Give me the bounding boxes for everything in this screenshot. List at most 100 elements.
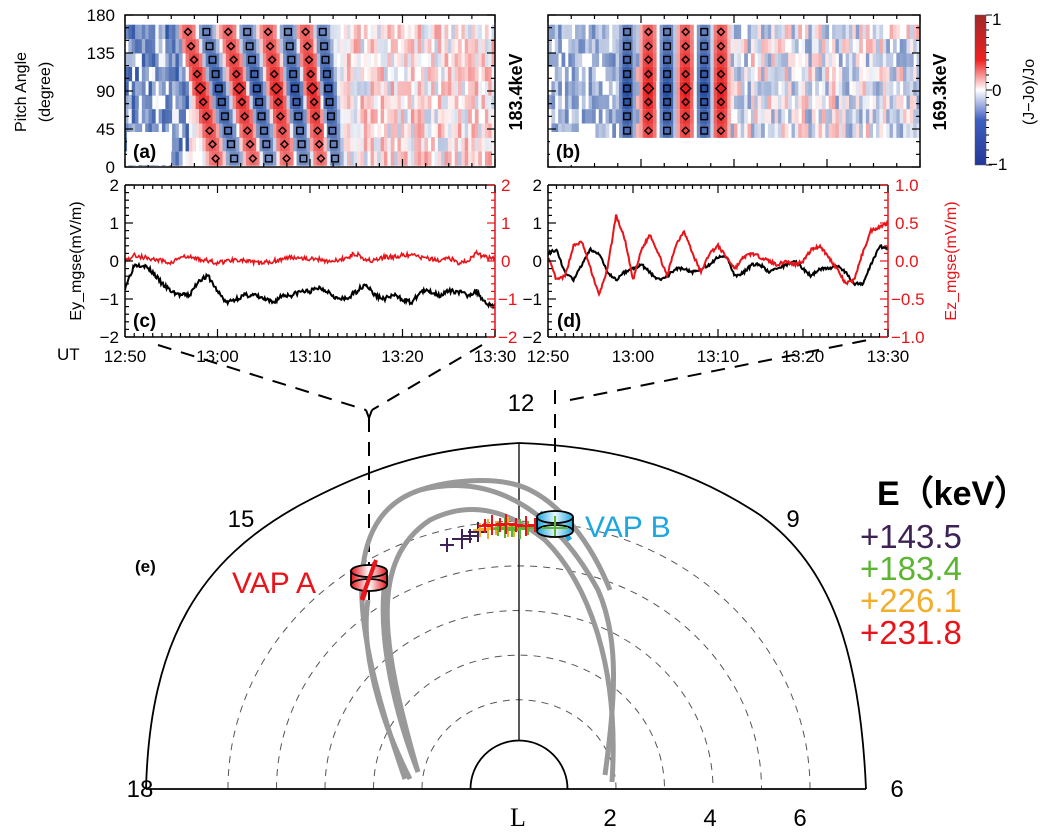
heatmap-cell — [326, 94, 331, 110]
heatmap-cell — [451, 81, 456, 96]
peak-diamond-marker — [267, 55, 277, 65]
heatmap-cell — [639, 81, 644, 96]
heatmap-cell — [394, 66, 398, 82]
heatmap-cell — [172, 39, 176, 54]
heatmap-cell — [869, 66, 874, 82]
heatmap-cell — [896, 81, 901, 96]
trough-square-marker — [321, 55, 330, 64]
connector-a-left — [157, 344, 367, 411]
heatmap-cell — [178, 39, 183, 54]
heatmap-cell — [605, 109, 610, 124]
heatmap-cell — [835, 81, 840, 96]
heatmap-cell — [909, 94, 914, 110]
heatmap-cell — [832, 66, 836, 82]
heatmap-cell — [340, 52, 345, 67]
heatmap-cell — [407, 137, 412, 152]
heatmap-cell — [652, 109, 657, 124]
heatmap-cell — [212, 81, 217, 96]
panel-b-ticks — [547, 14, 921, 168]
heatmap-cell — [252, 109, 257, 124]
heatmap-cell — [135, 66, 139, 82]
heatmap-cell — [886, 109, 890, 124]
heatmap-cell — [236, 39, 240, 54]
heatmap-cell — [367, 109, 371, 124]
heatmap-cell — [558, 24, 562, 40]
heatmap-cell — [458, 81, 462, 96]
panel-a-label: (a) — [133, 142, 156, 163]
heatmap-cell — [652, 123, 657, 138]
heatmap-cell — [488, 123, 493, 138]
heatmap-cell — [838, 24, 843, 40]
heatmap-cell — [262, 137, 267, 152]
heatmap-cell — [279, 52, 284, 67]
heatmap-cell — [188, 109, 193, 124]
heatmap-cell — [205, 109, 210, 124]
heatmap-cell — [784, 24, 789, 40]
heatmap-cell — [825, 109, 830, 124]
heatmap-cell — [380, 24, 385, 40]
heatmap-cell — [474, 94, 479, 110]
heatmap-cell — [703, 94, 708, 110]
heatmap-cell — [619, 109, 623, 124]
heatmap-cell — [326, 137, 331, 152]
trough-square-marker — [264, 154, 273, 163]
heatmap-cell — [427, 109, 432, 124]
heatmap-cell — [357, 109, 361, 124]
heatmap-cell — [400, 39, 405, 54]
heatmap-cell — [635, 109, 640, 124]
heatmap-cell — [764, 81, 769, 96]
heatmap-cell — [299, 66, 304, 82]
heatmap-cell — [852, 52, 857, 67]
heatmap-cell — [131, 39, 136, 54]
heatmap-cell — [141, 109, 146, 124]
heatmap-cell — [437, 24, 442, 40]
heatmap-cell — [273, 39, 277, 54]
heatmap-cell — [158, 52, 163, 67]
heatmap-cell — [444, 109, 449, 124]
heatmap-cell — [417, 123, 422, 138]
heatmap-cell — [815, 94, 819, 110]
heatmap-cell — [808, 66, 813, 82]
heatmap-cell — [444, 66, 449, 82]
trough-square-marker — [252, 84, 261, 93]
heatmap-cell — [363, 94, 368, 110]
heatmap-cell — [259, 81, 264, 96]
heatmap-cell — [909, 123, 914, 138]
heatmap-cell — [199, 39, 203, 54]
heatmap-cell — [380, 137, 385, 152]
heatmap-cell — [357, 24, 361, 40]
heatmap-cell — [859, 39, 863, 54]
heatmap-cell — [916, 39, 920, 54]
heatmap-cell — [286, 81, 291, 96]
heatmap-cell — [666, 66, 671, 82]
heatmap-cell — [232, 123, 237, 138]
heatmap-cell — [165, 52, 170, 67]
heatmap-cell — [734, 81, 738, 96]
heatmap-cell — [845, 52, 850, 67]
heatmap-cell — [767, 109, 772, 124]
heatmap-cell — [296, 52, 301, 67]
heatmap-cell — [464, 151, 469, 166]
heatmap-cell — [212, 109, 217, 124]
heatmap-cell — [652, 81, 657, 96]
heatmap-cell — [303, 81, 308, 96]
heatmap-cell — [286, 151, 291, 166]
heatmap-cell — [662, 66, 667, 82]
heatmap-cell — [333, 66, 338, 82]
heatmap-cell — [410, 151, 415, 166]
heatmap-cell — [635, 81, 640, 96]
heatmap-cell — [794, 94, 799, 110]
heatmap-cell — [229, 52, 234, 67]
heatmap-cell — [202, 123, 207, 138]
heatmap-cell — [828, 81, 833, 96]
heatmap-cell — [710, 123, 715, 138]
heatmap-cell — [690, 109, 694, 124]
heatmap-cell — [229, 94, 234, 110]
heatmap-cell — [815, 81, 819, 96]
heatmap-cell — [394, 52, 398, 67]
heatmap-cell — [471, 151, 476, 166]
heatmap-cell — [461, 24, 466, 40]
heatmap-cell — [162, 24, 166, 40]
heatmap-cell — [259, 24, 264, 40]
heatmap-cell — [353, 151, 358, 166]
